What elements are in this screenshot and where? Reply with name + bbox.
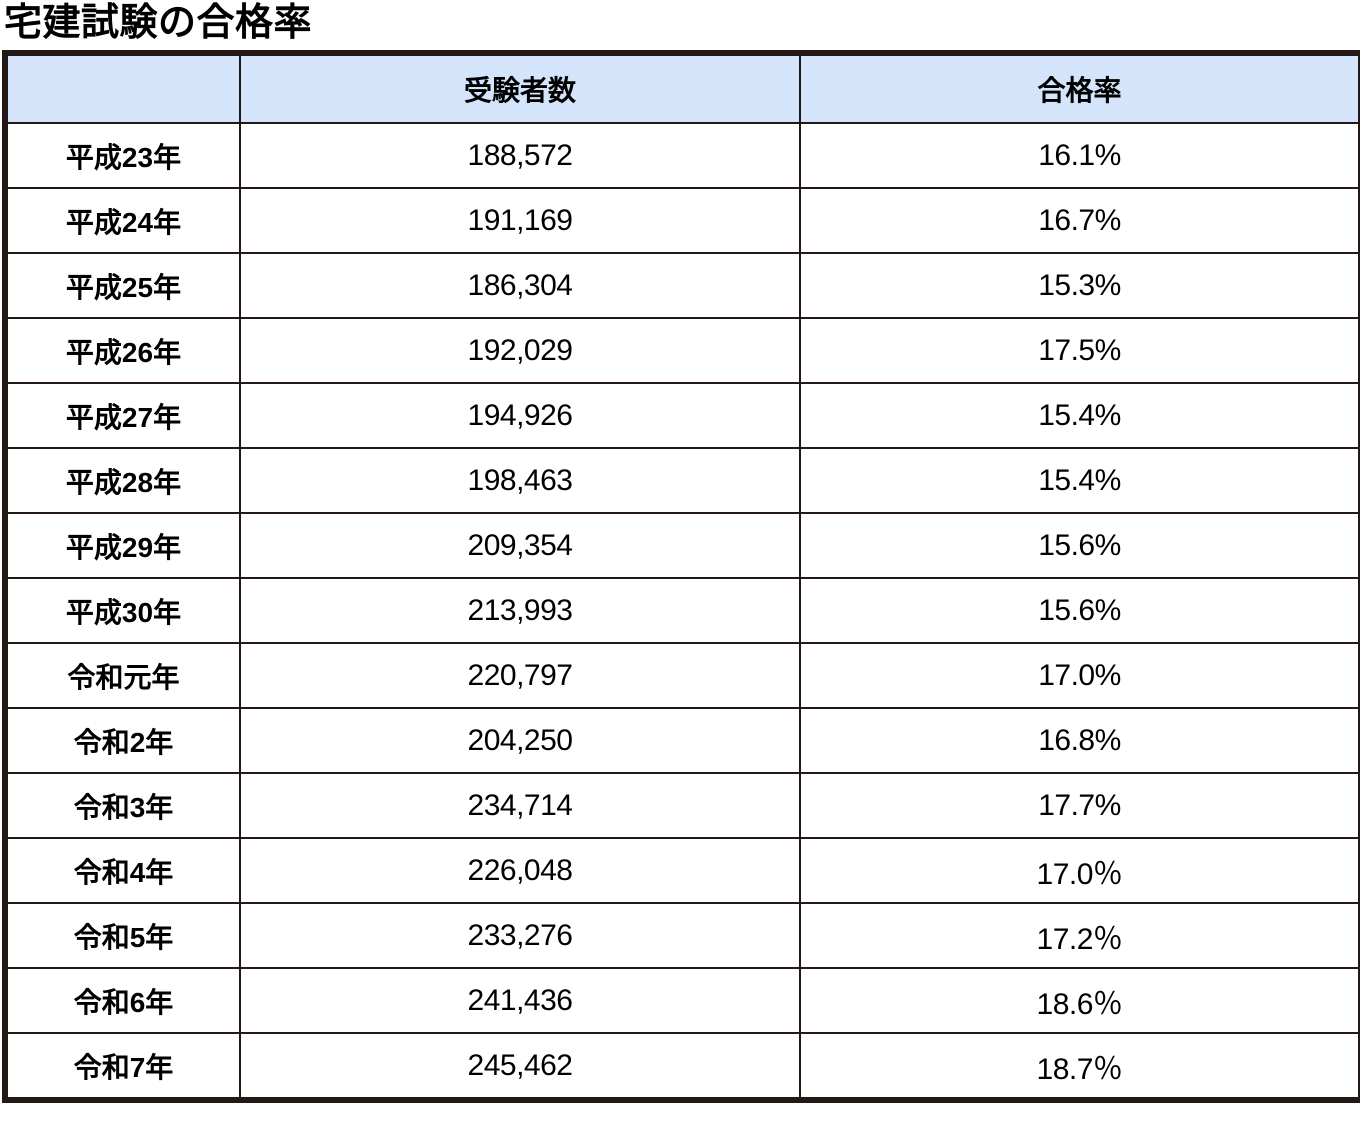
pass-rate-cell: 15.6%: [799, 577, 1360, 644]
page-title: 宅建試験の合格率: [4, 2, 313, 44]
year-cell: 平成27年: [4, 382, 241, 449]
applicants-cell: 209,354: [239, 512, 801, 579]
table-row: 平成28年 198,463 15.4%: [4, 447, 1360, 514]
applicants-cell: 213,993: [239, 577, 801, 644]
year-cell: 令和3年: [4, 772, 241, 839]
year-cell: 令和6年: [4, 967, 241, 1034]
table-row: 令和3年 234,714 17.7%: [4, 772, 1360, 839]
pass-rate-cell: 17.5%: [799, 317, 1360, 384]
applicants-cell: 226,048: [239, 837, 801, 904]
table-row: 令和4年 226,048 17.0％: [4, 837, 1360, 904]
applicants-cell: 234,714: [239, 772, 801, 839]
table-row: 令和6年 241,436 18.6％: [4, 967, 1360, 1034]
applicants-cell: 188,572: [239, 122, 801, 189]
year-cell: 平成25年: [4, 252, 241, 319]
table-row: 令和7年 245,462 18.7％: [4, 1032, 1360, 1101]
year-cell: 平成30年: [4, 577, 241, 644]
table-row: 平成27年 194,926 15.4%: [4, 382, 1360, 449]
header-row: 受験者数 合格率: [4, 52, 1360, 124]
pass-rate-cell: 15.4%: [799, 447, 1360, 514]
pass-rate-cell: 17.7%: [799, 772, 1360, 839]
table-row: 平成24年 191,169 16.7%: [4, 187, 1360, 254]
year-cell: 令和元年: [4, 642, 241, 709]
table-row: 令和元年 220,797 17.0%: [4, 642, 1360, 709]
year-cell: 平成26年: [4, 317, 241, 384]
year-cell: 平成24年: [4, 187, 241, 254]
pass-rate-cell: 15.4%: [799, 382, 1360, 449]
table-row: 平成30年 213,993 15.6%: [4, 577, 1360, 644]
year-cell: 平成29年: [4, 512, 241, 579]
table-header: 受験者数 合格率: [4, 52, 1360, 124]
applicants-cell: 191,169: [239, 187, 801, 254]
pass-rate-cell: 17.0%: [799, 642, 1360, 709]
year-cell: 令和4年: [4, 837, 241, 904]
applicants-cell: 233,276: [239, 902, 801, 969]
applicants-cell: 198,463: [239, 447, 801, 514]
applicants-cell: 194,926: [239, 382, 801, 449]
table-row: 平成29年 209,354 15.6%: [4, 512, 1360, 579]
pass-rate-cell: 16.7%: [799, 187, 1360, 254]
applicants-cell: 192,029: [239, 317, 801, 384]
applicants-cell: 241,436: [239, 967, 801, 1034]
year-cell: 令和2年: [4, 707, 241, 774]
table-row: 平成23年 188,572 16.1%: [4, 122, 1360, 189]
year-cell: 平成23年: [4, 122, 241, 189]
year-cell: 平成28年: [4, 447, 241, 514]
year-cell: 令和7年: [4, 1032, 241, 1101]
table-body: 平成23年 188,572 16.1% 平成24年 191,169 16.7% 平成25年 1…: [4, 122, 1360, 1101]
applicants-cell: 204,250: [239, 707, 801, 774]
table-row: 平成25年 186,304 15.3%: [4, 252, 1360, 319]
corner-cell: [4, 52, 241, 124]
pass-rate-cell: 16.8%: [799, 707, 1360, 774]
pass-rate-cell: 16.1%: [799, 122, 1360, 189]
pass-rate-cell: 17.2％: [799, 902, 1360, 969]
table-row: 令和2年 204,250 16.8%: [4, 707, 1360, 774]
pass-rate-cell: 15.3%: [799, 252, 1360, 319]
table-row: 令和5年 233,276 17.2％: [4, 902, 1360, 969]
pass-rate-table: 受験者数 合格率 平成23年 188,572 16.1% 平成24年 191,169 16…: [2, 50, 1360, 1103]
table-row: 平成26年 192,029 17.5%: [4, 317, 1360, 384]
pass-rate-cell: 17.0％: [799, 837, 1360, 904]
pass-rate-cell: 18.7％: [799, 1032, 1360, 1101]
applicants-header: 受験者数: [239, 52, 801, 124]
applicants-cell: 186,304: [239, 252, 801, 319]
pass-rate-cell: 15.6%: [799, 512, 1360, 579]
pass-rate-cell: 18.6％: [799, 967, 1360, 1034]
applicants-cell: 245,462: [239, 1032, 801, 1101]
pass-rate-header: 合格率: [799, 52, 1360, 124]
applicants-cell: 220,797: [239, 642, 801, 709]
year-cell: 令和5年: [4, 902, 241, 969]
